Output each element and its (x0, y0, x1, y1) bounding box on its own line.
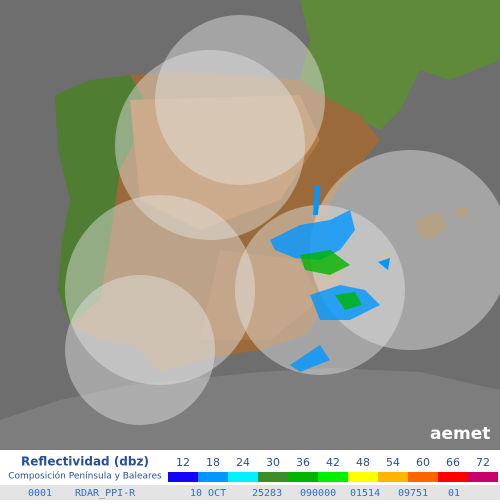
echo (270, 210, 355, 260)
footer-field: 25283 (252, 488, 282, 499)
france (300, 0, 500, 130)
scale-label: 48 (356, 456, 370, 469)
legend-title: Reflectividad (dbz) (21, 455, 149, 469)
footer-field: 10 OCT (190, 488, 226, 499)
footer-field: 01514 (350, 488, 380, 499)
scale-label: 72 (476, 456, 490, 469)
scale-label: 42 (326, 456, 340, 469)
scale-label: 60 (416, 456, 430, 469)
radar-circle (65, 195, 255, 385)
mallorca (415, 212, 448, 240)
menorca (455, 206, 470, 218)
meseta (130, 95, 320, 230)
scale-label: 54 (386, 456, 400, 469)
footer-bar (0, 485, 500, 500)
africa (0, 368, 500, 450)
scale-label: 18 (206, 456, 220, 469)
scale-swatch (288, 472, 318, 482)
echo (378, 258, 390, 270)
scale-swatch (348, 472, 378, 482)
echo (313, 185, 320, 215)
echo (290, 345, 330, 372)
scale-swatch (258, 472, 288, 482)
scale-label: 24 (236, 456, 250, 469)
footer-field: RDAR_PPI-R (75, 488, 136, 499)
scale-label: 36 (296, 456, 310, 469)
scale-swatch (468, 472, 498, 482)
scale-swatch (198, 472, 228, 482)
map: aemet (0, 0, 500, 450)
radar-circle (115, 50, 305, 240)
scale-swatch (438, 472, 468, 482)
scale-swatch (168, 472, 198, 482)
south-east (200, 250, 320, 340)
footer-field: 0001 (28, 488, 52, 499)
scale-swatch (318, 472, 348, 482)
footer-field: 01 (448, 488, 460, 499)
footer-field: 09751 (398, 488, 428, 499)
radar-circle (65, 275, 215, 425)
radar-circle (155, 15, 325, 185)
echo (335, 292, 362, 310)
scale-swatch (228, 472, 258, 482)
scale-label: 30 (266, 456, 280, 469)
scale-label: 12 (176, 456, 190, 469)
scale-swatch (378, 472, 408, 482)
portugal-galicia (55, 75, 150, 325)
echoes (270, 185, 390, 372)
scale-swatch (408, 472, 438, 482)
echo (300, 250, 350, 275)
scale-label: 66 (446, 456, 460, 469)
logo: aemet (430, 424, 490, 444)
legend-subtitle: Composición Península y Baleares (8, 471, 162, 482)
footer-field: 090000 (300, 488, 336, 499)
color-scale: 12 18 24 30 36 42 48 54 60 66 72 (168, 456, 498, 482)
footer: 0001 RDAR_PPI-R 10 OCT 25283 090000 01514 0975… (28, 488, 460, 499)
